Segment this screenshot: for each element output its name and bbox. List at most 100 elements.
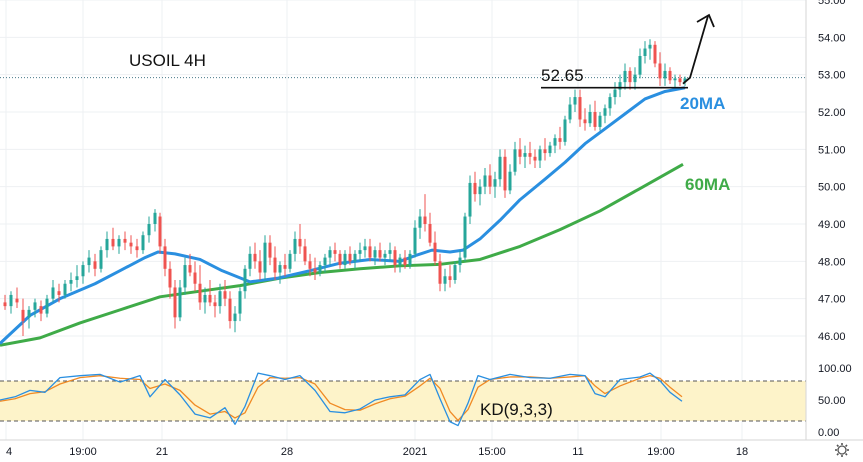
candle-body xyxy=(123,238,127,243)
time-tick-label: 4 xyxy=(6,446,12,458)
kd-k-line xyxy=(0,372,683,427)
candle-body xyxy=(608,97,612,109)
candle-body xyxy=(348,253,352,262)
candle-body xyxy=(238,291,242,314)
time-axis-labels[interactable]: 4 19:00 21 28 2021 15:00 11 19:00 18 xyxy=(6,446,748,458)
candle-body xyxy=(258,261,262,273)
price-tick-label: 55.00 xyxy=(818,0,846,7)
candle-body xyxy=(33,302,37,310)
candle-body xyxy=(183,265,187,288)
candlesticks xyxy=(3,39,687,336)
ma60-path xyxy=(0,162,684,347)
candle-body xyxy=(443,276,447,284)
candle-body xyxy=(87,257,91,266)
time-tick-label: 21 xyxy=(156,446,168,458)
candle-body xyxy=(523,153,527,157)
candle-body xyxy=(503,156,507,191)
candle-body xyxy=(668,70,672,81)
price-tick-label: 49.00 xyxy=(818,219,846,231)
candle-body xyxy=(313,268,317,273)
candle-body xyxy=(513,149,517,172)
candle-body xyxy=(518,149,522,157)
candle-body xyxy=(638,56,642,75)
candle-body xyxy=(458,257,462,266)
ma20-line xyxy=(0,86,686,345)
candle-body xyxy=(228,298,232,322)
kd-tick-label: 50.00 xyxy=(818,395,846,407)
candle-body xyxy=(353,253,357,262)
candle-body xyxy=(81,265,85,277)
candle-body xyxy=(328,250,332,258)
ma20-path xyxy=(0,86,686,345)
candle-body xyxy=(648,44,652,49)
candle-body xyxy=(21,309,25,322)
price-axis-labels[interactable]: 46.00 47.00 48.00 49.00 50.00 51.00 52.00 53.00… xyxy=(818,0,846,343)
candle-body xyxy=(553,138,557,146)
candle-body xyxy=(158,216,162,247)
candle-body xyxy=(243,268,247,292)
candle-body xyxy=(338,253,342,266)
candle-body xyxy=(147,224,151,236)
candle-body xyxy=(163,246,167,269)
candle-body xyxy=(363,246,367,251)
candle-body xyxy=(99,250,103,269)
candle-body xyxy=(398,257,402,266)
candle-body xyxy=(288,253,292,269)
candle-body xyxy=(603,108,607,116)
candle-body xyxy=(468,182,472,217)
time-tick-label: 18 xyxy=(736,446,748,458)
time-tick-label: 19:00 xyxy=(647,446,675,458)
chart-title: USOIL 4H xyxy=(129,51,206,70)
candle-body xyxy=(543,149,547,154)
time-tick-label: 15:00 xyxy=(478,446,506,458)
candle-body xyxy=(198,283,202,303)
candle-body xyxy=(298,238,302,247)
candle-body xyxy=(69,280,73,284)
price-tick-label: 46.00 xyxy=(818,331,846,343)
candle-body xyxy=(9,294,13,307)
candle-body xyxy=(273,257,277,273)
candle-body xyxy=(593,112,597,127)
candle-body xyxy=(278,265,282,273)
time-tick-label: 19:00 xyxy=(69,446,97,458)
trend-arrow xyxy=(682,15,709,85)
price-tick-label: 47.00 xyxy=(818,294,846,306)
candle-body xyxy=(27,309,31,318)
candle-body xyxy=(423,216,427,224)
candle-body xyxy=(548,145,552,154)
candle-body xyxy=(633,74,637,83)
candle-body xyxy=(438,261,442,284)
candle-body xyxy=(528,153,532,157)
candle-body xyxy=(283,265,287,269)
candle-body xyxy=(3,302,7,307)
price-tick-label: 52.00 xyxy=(818,107,846,119)
ma60-label: 60MA xyxy=(685,175,730,194)
candle-body xyxy=(368,246,372,258)
candle-body xyxy=(57,291,61,295)
candle-body xyxy=(558,138,562,142)
gear-icon[interactable] xyxy=(835,443,849,457)
kd-axis-labels: 0.00 50.00 100.00 xyxy=(818,363,852,439)
candle-body xyxy=(51,287,55,299)
price-tick-label: 48.00 xyxy=(818,256,846,268)
price-tick-label: 50.00 xyxy=(818,182,846,194)
candle-body xyxy=(643,48,647,56)
candle-body xyxy=(323,257,327,266)
candle-body xyxy=(263,242,267,273)
candle-body xyxy=(268,242,272,258)
candle-body xyxy=(488,175,492,187)
kd-tick-label: 0.00 xyxy=(818,427,839,439)
candle-body xyxy=(453,265,457,280)
candle-body xyxy=(493,179,497,187)
candle-body xyxy=(213,302,217,307)
candle-body xyxy=(15,298,19,303)
ma20-label: 20MA xyxy=(680,94,725,113)
grid-lines xyxy=(0,0,806,440)
candle-body xyxy=(388,250,392,254)
candle-body xyxy=(343,253,347,266)
time-tick-label: 28 xyxy=(281,446,293,458)
candle-body xyxy=(653,44,657,64)
candle-body xyxy=(678,78,682,83)
candle-body xyxy=(308,261,312,269)
